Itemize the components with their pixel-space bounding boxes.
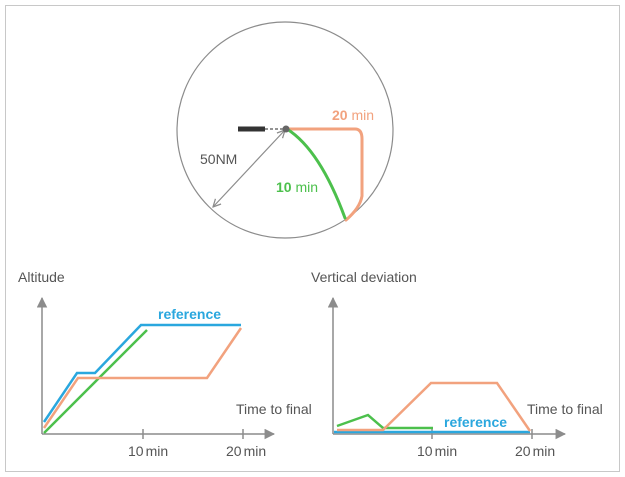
radius-map: 50NM 20 min 10 min [176, 21, 394, 239]
path-10min [285, 127, 347, 220]
label-20min: 20 min [332, 107, 374, 123]
deviation-series-10min [336, 413, 433, 430]
altitude-xlabel: Time to final [236, 401, 312, 417]
radius-circle [176, 21, 394, 239]
radius-arrow [213, 130, 285, 207]
deviation-tick-label-20: 20 min [515, 443, 555, 459]
deviation-tick-label-10: 10 min [417, 443, 457, 459]
altitude-tick-label-10: 10 min [128, 443, 168, 459]
deviation-ylabel: Vertical deviation [311, 269, 417, 285]
deviation-xlabel: Time to final [527, 401, 603, 417]
deviation-chart: Vertical deviation Time to final 10 min 2… [311, 269, 603, 459]
altitude-chart: Altitude Time to final 10 min 20 min refer… [18, 269, 312, 459]
figure-frame [5, 5, 620, 472]
radius-label: 50NM [200, 151, 237, 167]
altitude-series-reference [42, 323, 241, 423]
altitude-series-10min [43, 329, 148, 434]
deviation-reference-label: reference [444, 414, 507, 430]
altitude-tick-label-20: 20 min [226, 443, 266, 459]
deviation-series-20min [337, 381, 532, 432]
path-20min [285, 127, 364, 222]
altitude-ylabel: Altitude [18, 269, 65, 285]
altitude-series-20min [42, 327, 243, 429]
label-10min: 10 min [276, 179, 318, 195]
altitude-reference-label: reference [158, 306, 221, 322]
airport-point [282, 125, 290, 133]
